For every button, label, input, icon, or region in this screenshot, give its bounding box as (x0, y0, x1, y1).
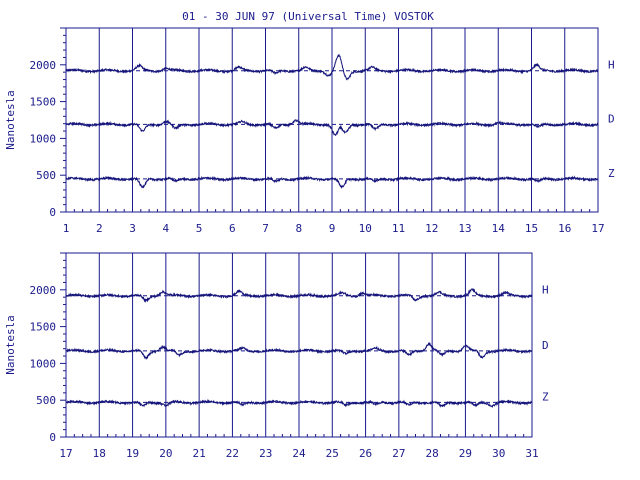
x-tick-label: 5 (196, 222, 203, 235)
chart-title: 01 - 30 JUN 97 (Universal Time) VOSTOK (182, 10, 434, 23)
x-tick-label: 24 (292, 447, 306, 460)
x-tick-label: 4 (162, 222, 169, 235)
trace-z (65, 175, 599, 189)
y-tick-label: 0 (49, 206, 56, 219)
y-axis-label: Nanotesla (4, 90, 17, 150)
y-tick-label: 2000 (30, 284, 57, 297)
x-tick-label: 21 (193, 447, 206, 460)
x-tick-label: 1 (63, 222, 70, 235)
x-tick-label: 20 (159, 447, 172, 460)
y-tick-label: 1000 (30, 357, 57, 370)
x-tick-label: 27 (392, 447, 405, 460)
x-tick-label: 13 (458, 222, 471, 235)
series-label-h: H (608, 59, 615, 72)
series-label-h: H (542, 284, 549, 297)
panel-days-1-17: 1 2 3 4 5 6 7 8 9 10 11 12 13 14 15 16 17050010001500200… (4, 27, 615, 235)
x-tick-label: 22 (226, 447, 239, 460)
x-tick-label: 9 (329, 222, 336, 235)
x-tick-label: 3 (129, 222, 136, 235)
x-tick-label: 2 (96, 222, 103, 235)
y-tick-label: 0 (49, 431, 56, 444)
x-tick-label: 17 (59, 447, 72, 460)
x-tick-label: 26 (359, 447, 372, 460)
x-tick-label: 15 (525, 222, 538, 235)
x-tick-label: 29 (459, 447, 472, 460)
x-tick-label: 6 (229, 222, 236, 235)
x-tick-label: 14 (492, 222, 506, 235)
x-tick-label: 7 (262, 222, 269, 235)
series-label-z: Z (608, 167, 615, 180)
y-tick-label: 500 (36, 394, 56, 407)
x-tick-label: 31 (525, 447, 538, 460)
trace-h (65, 287, 533, 303)
x-tick-label: 10 (359, 222, 372, 235)
x-tick-label: 19 (126, 447, 139, 460)
x-tick-label: 16 (558, 222, 571, 235)
x-tick-label: 17 (591, 222, 604, 235)
x-tick-label: 23 (259, 447, 272, 460)
y-tick-label: 2000 (30, 59, 57, 72)
y-tick-label: 1000 (30, 132, 57, 145)
trace-d (65, 119, 599, 136)
trace-h (65, 53, 599, 81)
x-tick-label: 25 (326, 447, 339, 460)
x-tick-label: 28 (426, 447, 439, 460)
x-tick-label: 18 (93, 447, 106, 460)
x-tick-label: 30 (492, 447, 505, 460)
series-label-d: D (542, 339, 549, 352)
panel-days-17-31: 17 18 19 20 21 22 23 24 25 26 27 28 29 30 31 0 500 1000 15… (4, 252, 549, 460)
x-tick-label: 11 (392, 222, 405, 235)
y-tick-label: 1500 (30, 96, 57, 109)
y-tick-label: 500 (36, 169, 56, 182)
trace-d (65, 342, 533, 360)
y-tick-label: 1500 (30, 321, 57, 334)
series-label-z: Z (542, 390, 549, 403)
y-axis-label: Nanotesla (4, 315, 17, 375)
x-tick-label: 8 (295, 222, 302, 235)
x-tick-label: 12 (425, 222, 438, 235)
series-label-d: D (608, 112, 615, 125)
trace-z (65, 398, 533, 409)
